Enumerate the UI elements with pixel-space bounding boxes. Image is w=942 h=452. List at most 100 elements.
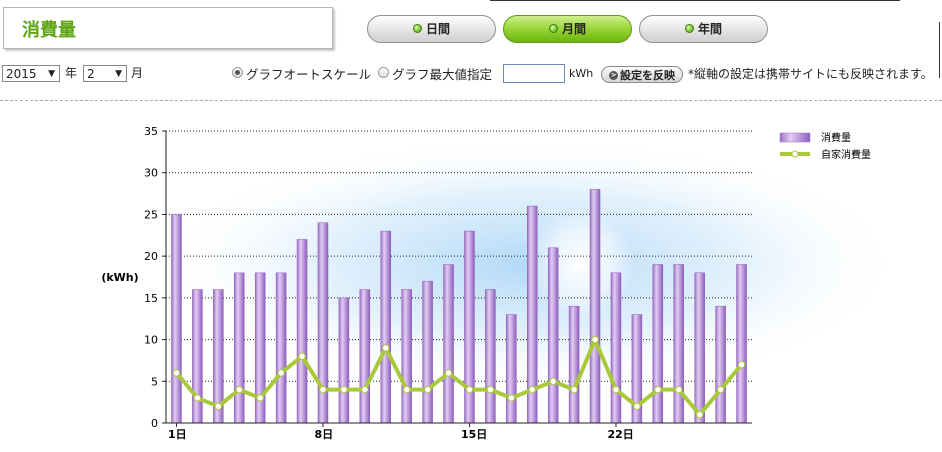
self-consumption-point bbox=[214, 402, 223, 411]
bar-consumption bbox=[338, 297, 350, 424]
radio-auto-scale[interactable] bbox=[232, 67, 243, 78]
bar-consumption bbox=[547, 247, 559, 424]
tab-daily-label: 日間 bbox=[425, 22, 450, 36]
self-consumption-point bbox=[570, 385, 578, 394]
self-consumption-point bbox=[361, 385, 369, 394]
self-consumption-point bbox=[695, 410, 704, 419]
month-select[interactable]: 2 ▼ bbox=[83, 65, 127, 82]
self-consumption-point bbox=[402, 385, 411, 394]
bar-consumption bbox=[422, 280, 433, 424]
self-consumption-point bbox=[591, 335, 599, 344]
year-select[interactable]: 2015 ▼ bbox=[2, 65, 60, 82]
bar-consumption bbox=[296, 239, 308, 424]
bar-consumption bbox=[610, 272, 622, 424]
self-consumption-point bbox=[528, 385, 536, 394]
y-tick-label: 20 bbox=[144, 250, 158, 263]
bullet-icon bbox=[412, 24, 422, 33]
month-unit-label: 月 bbox=[131, 66, 144, 80]
tab-yearly[interactable]: 年間 bbox=[639, 15, 768, 43]
bar-consumption bbox=[715, 305, 726, 424]
top-divider-line bbox=[490, 0, 900, 1]
self-consumption-point bbox=[612, 385, 620, 394]
self-consumption-point bbox=[465, 385, 474, 394]
bar-consumption bbox=[359, 289, 371, 424]
self-consumption-point bbox=[444, 369, 453, 377]
apply-settings-label: 設定を反映 bbox=[620, 69, 675, 82]
y-tick-label: 15 bbox=[144, 292, 158, 305]
self-consumption-line bbox=[174, 337, 744, 417]
self-consumption-point bbox=[507, 394, 516, 402]
x-tick-label: 8日 bbox=[315, 428, 334, 441]
bar-consumption bbox=[568, 305, 580, 424]
bar-consumption bbox=[192, 289, 203, 424]
dropdown-arrow-icon: ▼ bbox=[115, 69, 122, 79]
apply-settings-button[interactable]: > 設定を反映 bbox=[601, 66, 683, 83]
y-tick-label: 5 bbox=[151, 375, 158, 388]
bar-consumption bbox=[234, 272, 245, 424]
consumption-chart: 0 5 10 15 20 25 30 35 1日 8日 15日 22日 (kWh) 消費量 自家消費量 bbox=[101, 125, 910, 441]
self-consumption-point bbox=[193, 394, 202, 402]
x-tick-label: 15日 bbox=[461, 428, 487, 441]
self-consumption-point bbox=[340, 385, 348, 394]
radio-auto-scale-label: グラフオートスケール bbox=[246, 67, 372, 82]
max-value-input[interactable] bbox=[503, 64, 565, 83]
self-consumption-point bbox=[549, 377, 557, 385]
self-consumption-point bbox=[486, 385, 495, 394]
self-consumption-point bbox=[737, 360, 746, 369]
bar-consumption bbox=[171, 214, 182, 424]
self-consumption-point bbox=[298, 352, 306, 360]
legend-line-marker bbox=[791, 150, 799, 158]
bullet-icon bbox=[548, 24, 558, 33]
self-consumption-point bbox=[654, 385, 662, 394]
month-select-value: 2 bbox=[87, 67, 95, 81]
x-tick-label: 1日 bbox=[168, 428, 187, 441]
self-consumption-point bbox=[716, 385, 725, 394]
dropdown-arrow-icon: ▼ bbox=[48, 69, 55, 79]
bar-consumption bbox=[380, 230, 391, 424]
tab-monthly[interactable]: 月間 bbox=[503, 15, 632, 43]
year-unit-label: 年 bbox=[65, 66, 78, 80]
tab-yearly-label: 年間 bbox=[697, 22, 722, 36]
bar-consumption bbox=[736, 264, 747, 424]
radio-max-value[interactable] bbox=[378, 67, 389, 78]
self-consumption-point bbox=[319, 385, 327, 394]
settings-note: *縦軸の設定は携帯サイトにも反映されます。 bbox=[688, 67, 933, 81]
right-divider-line bbox=[939, 22, 940, 78]
self-consumption-point bbox=[382, 344, 390, 352]
section-divider bbox=[0, 100, 942, 101]
y-axis-label: (kWh) bbox=[101, 271, 138, 284]
legend-label-consumption: 消費量 bbox=[821, 131, 851, 144]
page-title: 消費量 bbox=[22, 20, 76, 41]
legend-bar-swatch bbox=[779, 132, 811, 143]
self-consumption-point bbox=[256, 394, 264, 402]
tab-daily[interactable]: 日間 bbox=[367, 15, 496, 43]
bar-consumption bbox=[506, 314, 517, 424]
y-tick-label: 0 bbox=[151, 417, 158, 430]
radio-max-value-label: グラフ最大値指定 bbox=[392, 67, 493, 82]
y-tick-label: 35 bbox=[144, 125, 158, 138]
y-tick-label: 10 bbox=[144, 334, 158, 347]
x-tick-label: 22日 bbox=[608, 428, 634, 441]
bar-consumption bbox=[464, 230, 475, 424]
bar-consumption bbox=[673, 264, 684, 424]
self-consumption-point bbox=[172, 369, 181, 377]
legend-label-self-consumption: 自家消費量 bbox=[821, 148, 871, 161]
bar-consumption bbox=[694, 272, 705, 424]
unit-label: kWh bbox=[569, 67, 594, 80]
self-consumption-point bbox=[675, 385, 683, 394]
tab-monthly-label: 月間 bbox=[561, 22, 586, 36]
year-select-value: 2015 bbox=[6, 67, 37, 81]
bar-consumption bbox=[275, 272, 287, 424]
self-consumption-point bbox=[277, 369, 285, 377]
y-tick-label: 25 bbox=[144, 208, 158, 221]
bar-consumption bbox=[401, 289, 412, 424]
bar-consumption bbox=[589, 189, 601, 424]
title-panel: 消費量 bbox=[3, 7, 333, 49]
bullet-icon bbox=[684, 24, 694, 33]
chart-legend: 消費量 自家消費量 bbox=[779, 131, 871, 161]
y-tick-label: 30 bbox=[144, 167, 158, 180]
bar-consumption bbox=[443, 264, 454, 424]
bar-consumption bbox=[652, 264, 664, 424]
self-consumption-point bbox=[423, 385, 432, 394]
arrow-circle-icon: > bbox=[609, 70, 618, 80]
